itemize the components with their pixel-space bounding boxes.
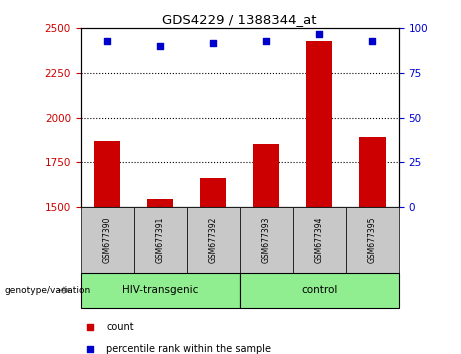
- Text: count: count: [106, 322, 134, 332]
- Text: GSM677391: GSM677391: [156, 217, 165, 263]
- Text: GSM677392: GSM677392: [209, 217, 218, 263]
- Point: [86, 325, 94, 330]
- Point: [209, 40, 217, 45]
- Text: GSM677390: GSM677390: [103, 217, 112, 263]
- Text: HIV-transgenic: HIV-transgenic: [122, 285, 198, 295]
- Text: GSM677395: GSM677395: [368, 217, 377, 263]
- Bar: [94, 141, 120, 207]
- Point: [156, 43, 164, 49]
- Point: [315, 31, 323, 36]
- Bar: [200, 178, 226, 207]
- Point: [86, 346, 94, 352]
- Text: GSM677394: GSM677394: [315, 217, 324, 263]
- Title: GDS4229 / 1388344_at: GDS4229 / 1388344_at: [162, 13, 317, 26]
- Text: GSM677393: GSM677393: [262, 217, 271, 263]
- Text: control: control: [301, 285, 337, 295]
- Point: [103, 38, 111, 44]
- Text: genotype/variation: genotype/variation: [5, 286, 91, 295]
- Bar: [253, 144, 279, 207]
- Bar: [306, 41, 332, 207]
- Bar: [147, 199, 173, 207]
- Point: [262, 38, 270, 44]
- Point: [368, 38, 376, 44]
- Bar: [359, 137, 385, 207]
- Text: percentile rank within the sample: percentile rank within the sample: [106, 344, 271, 354]
